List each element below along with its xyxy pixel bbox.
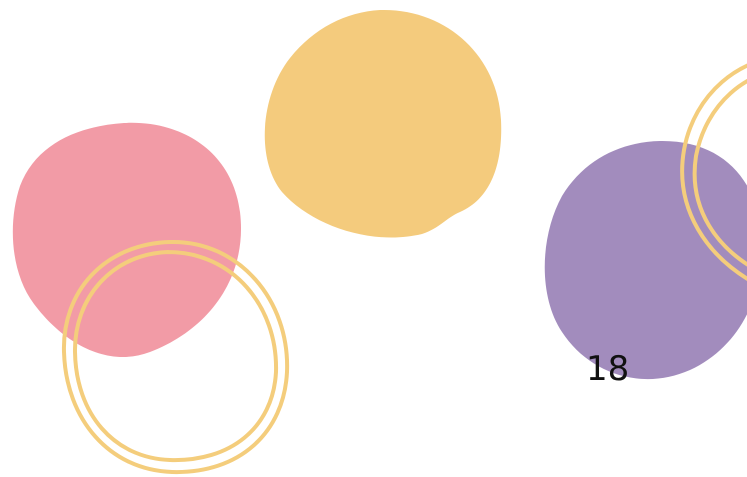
yellow-blob: [264, 9, 502, 238]
page-number: 18: [586, 349, 630, 389]
double-ring-outline-left: [61, 239, 290, 475]
double-ring-outline-right: [680, 63, 747, 281]
purple-blob: [544, 140, 747, 380]
pink-blob: [12, 122, 242, 358]
